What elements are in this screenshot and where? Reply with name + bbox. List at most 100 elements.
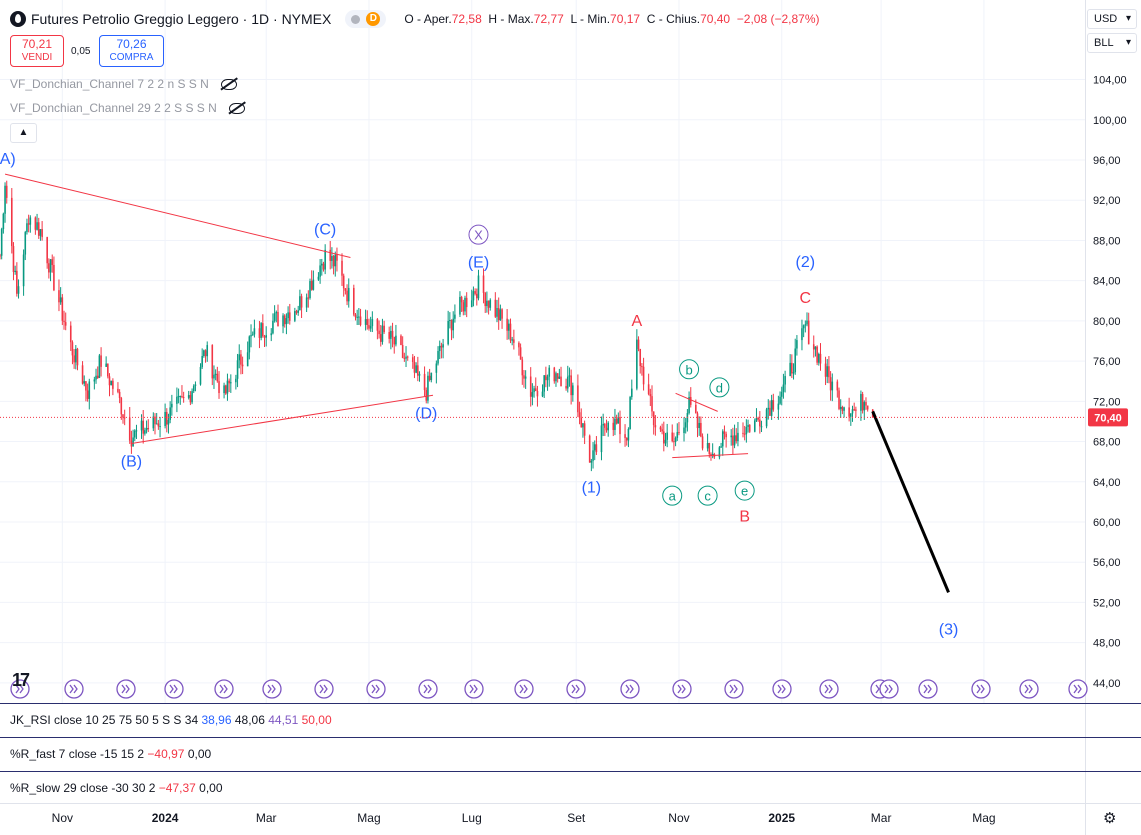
trend-line[interactable] <box>672 453 749 459</box>
candle-body <box>364 319 367 325</box>
event-arrow-icon <box>729 684 738 694</box>
wave-label-B[interactable]: B <box>739 509 750 526</box>
candle-body <box>583 423 586 436</box>
candle-body <box>418 373 421 376</box>
wave-label-e[interactable]: e <box>741 484 748 499</box>
candle-body <box>48 263 50 273</box>
candle-body <box>400 335 402 346</box>
candle-body <box>85 381 87 391</box>
candle-body <box>366 319 369 325</box>
wave-label-C[interactable]: (C) <box>314 221 336 238</box>
candle-body <box>804 324 807 326</box>
candle-body <box>700 422 702 437</box>
wave-label-B[interactable]: (B) <box>121 454 142 471</box>
candle-body <box>452 318 455 331</box>
event-marker-icon[interactable] <box>366 679 386 699</box>
event-arrow-icon <box>219 684 228 694</box>
wave-label-C[interactable]: C <box>800 290 812 307</box>
buy-label: COMPRA <box>109 52 154 63</box>
unit-selector[interactable]: BLL <box>1087 33 1137 53</box>
wave-label-2[interactable]: (2) <box>796 254 816 271</box>
symbol-title[interactable]: Futures Petrolio Greggio Leggero · 1D · … <box>31 11 332 27</box>
candle-body <box>81 365 84 384</box>
candle-body <box>263 336 266 338</box>
candle-body <box>819 353 822 364</box>
candle-body <box>110 380 112 386</box>
wave-label-a[interactable]: a <box>669 489 677 504</box>
candle-body <box>546 376 549 381</box>
event-marker-icon[interactable] <box>620 679 640 699</box>
event-marker-icon[interactable] <box>214 679 234 699</box>
currency-selector[interactable]: USD <box>1087 9 1137 29</box>
r-slow-pane-legend[interactable]: %R_slow 29 close -30 30 2 −47,37 0,00 <box>10 781 223 795</box>
candle-body <box>652 411 655 426</box>
candle-body <box>435 363 438 373</box>
wave-label-b[interactable]: b <box>685 362 692 377</box>
candle-body <box>430 372 433 380</box>
delayed-badge: D <box>366 12 381 26</box>
event-marker-icon[interactable] <box>879 679 899 699</box>
candle-body <box>612 422 615 430</box>
event-marker-icon[interactable] <box>418 679 438 699</box>
wave-circle-b <box>679 359 700 380</box>
trend-line[interactable] <box>131 394 434 445</box>
event-marker-icon[interactable] <box>64 679 84 699</box>
wave-label-3[interactable]: (3) <box>939 621 959 638</box>
gear-icon[interactable]: ⚙ <box>1103 810 1117 827</box>
wave-label-X[interactable]: X <box>474 228 483 243</box>
hidden-eye-icon[interactable] <box>220 78 237 90</box>
buy-button[interactable]: 70,26 COMPRA <box>99 35 164 67</box>
event-marker-icon[interactable] <box>566 679 586 699</box>
event-arrow-icon <box>625 684 634 694</box>
candle-body <box>133 430 136 438</box>
event-marker-icon[interactable] <box>1019 679 1039 699</box>
indicator-donchian-29[interactable]: VF_Donchian_Channel 29 2 2 S S S N <box>10 101 245 115</box>
event-marker-icon[interactable] <box>164 679 184 699</box>
trend-line[interactable] <box>675 392 718 412</box>
event-marker-icon[interactable] <box>672 679 692 699</box>
event-marker-icon[interactable] <box>116 679 136 699</box>
candle-body <box>529 376 532 397</box>
wave-label-c[interactable]: c <box>704 489 711 504</box>
candle-body <box>165 411 168 425</box>
indicator-donchian-7[interactable]: VF_Donchian_Channel 7 2 2 n S S N <box>10 77 237 91</box>
event-marker-icon[interactable] <box>262 679 282 699</box>
projection-line[interactable] <box>871 410 950 593</box>
event-marker-icon[interactable] <box>772 679 792 699</box>
candle-body <box>625 437 628 441</box>
candle-body <box>369 326 372 329</box>
event-marker-icon[interactable] <box>971 679 991 699</box>
candle-body <box>16 270 18 294</box>
candle-body <box>406 356 409 358</box>
event-marker-icon[interactable] <box>918 679 938 699</box>
wave-label-d[interactable]: d <box>716 380 723 395</box>
rsi-pane-legend[interactable]: JK_RSI close 10 25 75 50 5 S S 34 38,96 … <box>10 713 332 727</box>
wave-label-1[interactable]: (1) <box>582 480 602 497</box>
candle-body <box>861 394 864 411</box>
candle-body <box>218 381 220 394</box>
wave-label-D[interactable]: (D) <box>415 405 437 422</box>
collapse-legend-button[interactable]: ▲ <box>10 123 37 143</box>
wave-label-A[interactable]: (A) <box>0 151 16 168</box>
hidden-eye-icon[interactable] <box>228 102 245 114</box>
candle-body <box>863 402 866 411</box>
r-fast-value-1: −40,97 <box>147 747 185 761</box>
event-marker-icon[interactable] <box>819 679 839 699</box>
candle-body <box>12 246 15 273</box>
event-marker-icon[interactable] <box>464 679 484 699</box>
sell-button[interactable]: 70,21 VENDI <box>10 35 64 67</box>
event-marker-icon[interactable] <box>1068 679 1088 699</box>
market-status-pill[interactable]: D <box>345 10 387 28</box>
wave-label-A[interactable]: A <box>632 313 643 330</box>
event-marker-icon[interactable] <box>10 679 30 699</box>
wave-label-E[interactable]: (E) <box>468 255 489 272</box>
event-marker-icon[interactable] <box>724 679 744 699</box>
chart-header: Futures Petrolio Greggio Leggero · 1D · … <box>10 9 820 29</box>
trend-line[interactable] <box>4 173 351 259</box>
r-fast-pane-legend[interactable]: %R_fast 7 close -15 15 2 −40,97 0,00 <box>10 747 211 761</box>
event-marker-icon[interactable] <box>514 679 534 699</box>
close-label: C - Chius. <box>646 12 701 26</box>
event-marker-icon[interactable] <box>314 679 334 699</box>
candle-body <box>664 439 667 444</box>
